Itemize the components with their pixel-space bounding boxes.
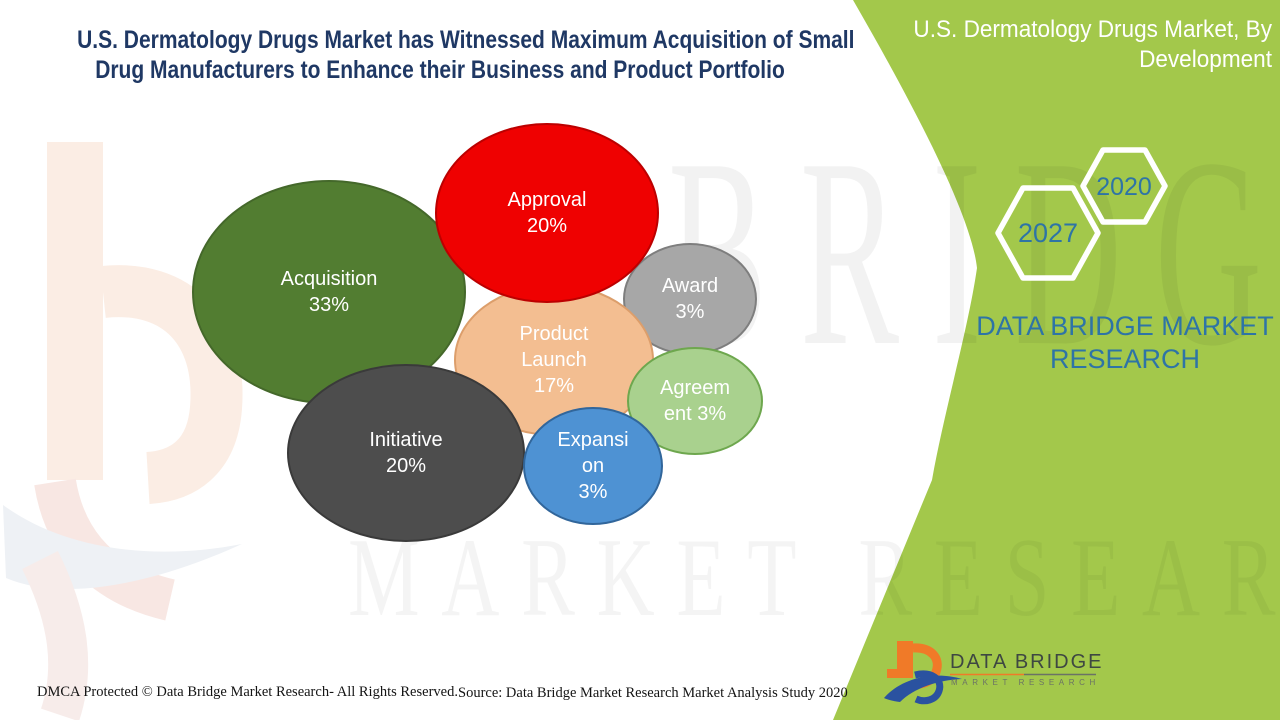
bubble-label: Launch bbox=[521, 349, 587, 371]
panel-title-line2: Development bbox=[1139, 46, 1272, 73]
brand-line2: RESEARCH bbox=[1049, 344, 1201, 374]
main-headline-line1: U.S. Dermatology Drugs Market has Witnes… bbox=[77, 26, 855, 54]
logo-b-bowl-icon bbox=[912, 643, 942, 689]
bubble-expansion: Expansi on 3% bbox=[523, 407, 663, 525]
bubble-label: on bbox=[581, 455, 605, 477]
data-bridge-logo: DATA BRIDGE MARKET RESEARCH bbox=[884, 641, 1104, 705]
bubble-label: Initiative bbox=[369, 429, 443, 451]
logo-swoosh-icon bbox=[884, 675, 962, 702]
bubble-value: ent 3% bbox=[663, 403, 727, 425]
bridge-watermark-text: BRIDGE bbox=[668, 103, 1280, 402]
dmca-attribution: DMCA Protected © Data Bridge Market Rese… bbox=[37, 684, 458, 700]
logo-d-bowl-icon bbox=[914, 670, 944, 705]
bubble-value: 20% bbox=[385, 455, 427, 477]
main-headline-line2: Drug Manufacturers to Enhance their Busi… bbox=[95, 56, 785, 84]
bubble-agreement: Agreem ent 3% bbox=[627, 347, 763, 455]
main-headline: U.S. Dermatology Drugs Market has Witnes… bbox=[8, 25, 872, 85]
brand-line1: DATA BRIDGE MARKET bbox=[976, 311, 1274, 341]
bubble-label: Acquisition bbox=[280, 268, 378, 290]
bubble-label: Expansi bbox=[557, 429, 629, 451]
bubble-value: 20% bbox=[526, 215, 568, 237]
brand-wordmark: DATA BRIDGE MARKET RESEARCH bbox=[955, 310, 1280, 376]
bubble-label: Product bbox=[519, 323, 589, 345]
bubble-label: Award bbox=[661, 275, 719, 297]
logo-name-text: DATA BRIDGE bbox=[950, 651, 1104, 673]
bubble-label: Agreem bbox=[659, 377, 731, 399]
market-research-watermark-text: MARKET RESEARCH bbox=[348, 522, 1280, 634]
bubble-value: 17% bbox=[533, 375, 575, 397]
bubble-approval: Approval 20% bbox=[435, 123, 659, 303]
panel-title: U.S. Dermatology Drugs Market, By Develo… bbox=[852, 15, 1272, 75]
bubble-initiative: Initiative 20% bbox=[287, 364, 525, 542]
logo-b-bar-icon bbox=[887, 641, 913, 678]
logo-sub-text: MARKET RESEARCH bbox=[951, 678, 1100, 687]
bubble-value: 3% bbox=[578, 481, 608, 503]
bubble-value: 33% bbox=[308, 294, 350, 316]
bubble-label: Approval bbox=[507, 189, 587, 211]
panel-title-line1: U.S. Dermatology Drugs Market, By bbox=[913, 16, 1272, 43]
source-attribution: Source: Data Bridge Market Research Mark… bbox=[458, 685, 848, 701]
bubble-value: 3% bbox=[675, 301, 705, 323]
